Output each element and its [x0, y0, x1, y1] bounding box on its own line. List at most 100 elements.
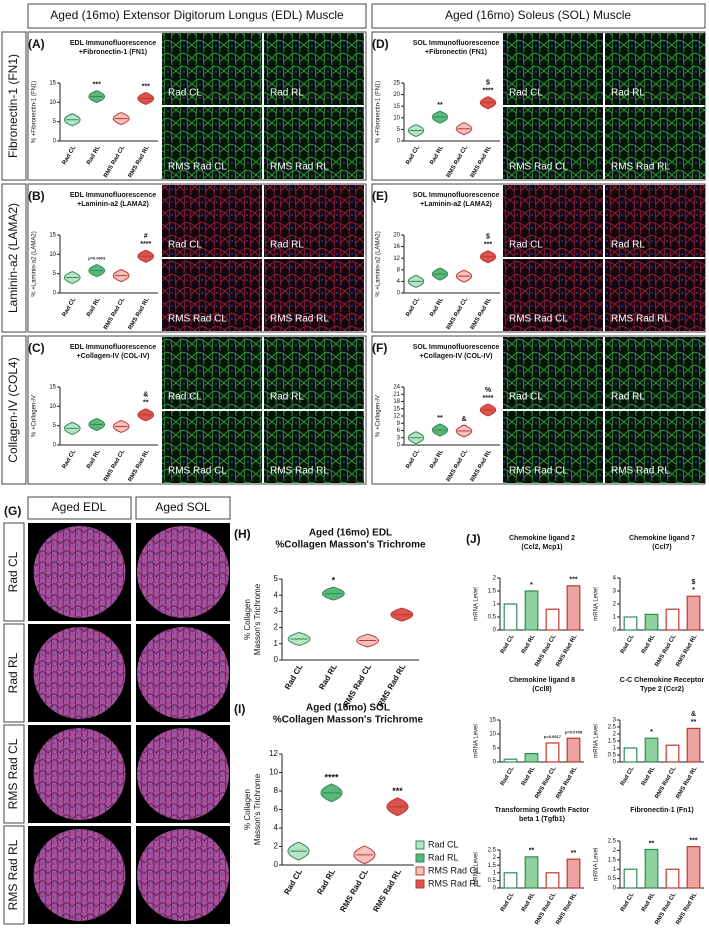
- y-tick-label: 5: [53, 119, 57, 125]
- image-label: Rad RL: [270, 240, 304, 251]
- micrograph: [33, 728, 126, 820]
- chart-title: %Collagen Masson's Trichrome: [275, 540, 426, 551]
- x-tick-label: Rad CL: [500, 891, 516, 912]
- y-tick-label: 2: [274, 842, 279, 851]
- image-label: Rad RL: [270, 88, 304, 99]
- micrograph: [605, 411, 705, 483]
- bar: [644, 613, 659, 631]
- x-tick-label: RMS Rad CL: [103, 448, 126, 482]
- y-tick-label: 1.5: [488, 863, 497, 869]
- row-label-box: [3, 522, 25, 622]
- x-tick-label: RMS Rad RL: [555, 765, 578, 799]
- y-tick-label: 10: [49, 252, 56, 258]
- x-tick-label: RMS Rad CL: [654, 891, 677, 925]
- row-label: Laminin-a2 (LAMA2): [6, 203, 20, 313]
- significance-label: p=0.0603: [88, 256, 106, 261]
- x-tick-label: Rad CL: [283, 662, 305, 691]
- y-tick-label: 1: [613, 615, 617, 621]
- image-label: RMS Rad RL: [611, 162, 670, 173]
- x-tick-label: Rad CL: [405, 144, 421, 165]
- y-tick-label: 5: [397, 127, 401, 133]
- panel-letter: (I): [234, 702, 245, 716]
- x-tick-label: Rad RL: [86, 296, 102, 317]
- y-tick-label: 10: [393, 115, 400, 121]
- x-tick-label: RMS Rad RL: [470, 448, 493, 482]
- x-tick-label: RMS Rad CL: [103, 144, 126, 178]
- y-tick-label: 0: [274, 860, 279, 869]
- panel-letter: (J): [466, 532, 481, 546]
- x-tick-label: RMS Rad CL: [446, 448, 469, 482]
- bar: [545, 742, 560, 763]
- y-tick-label: 9: [397, 421, 401, 427]
- significance-label: ****: [483, 395, 494, 402]
- chart-title: +Laminin-a2 (LAMA2): [77, 201, 149, 208]
- bar: [503, 872, 518, 889]
- chart-title: Fibronectin-1 (Fn1): [630, 807, 693, 814]
- y-tick-label: 3: [613, 589, 617, 595]
- chart-title: Chemokine ligand 7: [629, 535, 695, 542]
- x-tick-label: Rad CL: [620, 633, 636, 654]
- bar: [665, 608, 680, 631]
- bar: [665, 868, 680, 889]
- y-axis-label: mRNA Level: [474, 587, 480, 620]
- legend-swatch: [415, 853, 425, 863]
- x-tick-label: RMS Rad RL: [128, 448, 151, 482]
- column-header: Aged SOL: [155, 500, 211, 514]
- x-tick-label: RMS Rad CL: [446, 144, 469, 178]
- image-label: RMS Rad RL: [611, 314, 670, 325]
- section-header: Aged (16mo) Soleus (SOL) Muscle: [445, 8, 631, 22]
- bar: [566, 585, 581, 631]
- row-label: Rad RL: [6, 652, 20, 693]
- x-tick-label: RMS Rad CL: [103, 296, 126, 330]
- y-tick-label: 0: [493, 760, 497, 766]
- y-tick-label: 2: [613, 848, 617, 854]
- micrograph: [264, 259, 364, 331]
- y-tick-label: 2: [613, 732, 617, 738]
- significance-label: *: [650, 729, 653, 736]
- y-tick-label: 12: [393, 256, 400, 262]
- significance-label: $: [692, 579, 696, 586]
- bar: [623, 616, 638, 631]
- micrograph: [162, 107, 262, 179]
- micrograph: [137, 728, 229, 820]
- panel-letter: (A): [28, 37, 45, 51]
- significance-label: **: [649, 840, 655, 847]
- x-tick-label: RMS Rad CL: [654, 765, 677, 799]
- x-tick-label: Rad RL: [315, 867, 337, 896]
- micrograph: [605, 259, 705, 331]
- chart-title: +Collagen-IV (COL-IV): [420, 353, 493, 360]
- chart-title: EDL Immunofluorescence: [70, 192, 156, 199]
- x-tick-label: RMS Rad RL: [128, 296, 151, 330]
- row-label: Rad CL: [6, 551, 20, 592]
- significance-label: p=0.0708: [565, 729, 583, 734]
- y-tick-label: 0: [53, 139, 57, 145]
- image-label: Rad RL: [270, 392, 304, 403]
- chart-title: +Fibronectin-1 (FN1): [79, 49, 147, 56]
- significance-label: ***: [484, 242, 492, 249]
- bar: [503, 758, 518, 763]
- bar: [503, 603, 518, 631]
- image-label: Rad CL: [168, 392, 202, 403]
- image-label: RMS Rad RL: [270, 162, 329, 173]
- row-label: Collagen-IV (COL4): [6, 357, 20, 462]
- chart-title: EDL Immunofluorescence: [70, 40, 156, 47]
- y-tick-label: 0: [397, 443, 401, 449]
- y-tick-label: 2.5: [488, 848, 497, 854]
- y-tick-label: 6: [274, 805, 279, 814]
- y-tick-label: 0: [613, 760, 617, 766]
- y-tick-label: 1: [493, 870, 497, 876]
- micrograph: [503, 185, 603, 257]
- y-tick-label: 20: [393, 233, 400, 239]
- significance-label: &: [461, 416, 466, 423]
- chart-title: (Ccl2, Mcp1): [521, 544, 562, 551]
- legend-swatch: [415, 866, 425, 876]
- x-tick-label: Rad CL: [62, 448, 78, 469]
- y-tick-label: 15: [393, 104, 400, 110]
- x-tick-label: Rad RL: [521, 891, 537, 912]
- y-axis-label: % +Fibronectin-1 (FN1): [32, 81, 38, 144]
- bar: [566, 737, 581, 763]
- y-tick-label: 8: [274, 786, 279, 795]
- y-tick-label: 1: [274, 639, 279, 648]
- y-tick-label: 4: [397, 279, 401, 285]
